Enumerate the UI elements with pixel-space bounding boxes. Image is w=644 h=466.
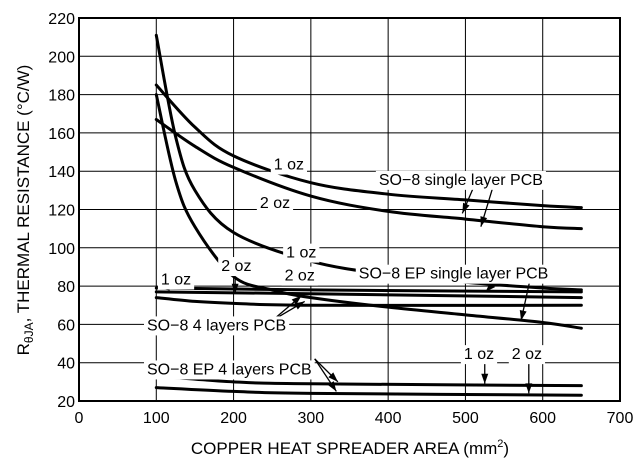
- y-tick-label: 140: [48, 164, 75, 181]
- series-line: [154, 286, 583, 294]
- pointer-arrow: [481, 362, 489, 384]
- curve-annotation: 2 oz: [221, 258, 251, 275]
- curve-annotation: SO−8 single layer PCB: [379, 172, 543, 189]
- pointer-arrow: [314, 358, 337, 392]
- curve-annotation: 2 oz: [512, 346, 542, 363]
- x-tick-labels: 0 100 200 300 400 500 600 700: [75, 410, 634, 427]
- y-tick-label: 100: [48, 241, 75, 258]
- y-tick-label: 20: [57, 394, 75, 411]
- y-tick-label: 120: [48, 203, 75, 220]
- curve-annotation: 1 oz: [286, 245, 316, 262]
- x-tick-label: 700: [607, 410, 634, 427]
- series-line: [154, 117, 583, 231]
- x-tick-label: 600: [529, 410, 556, 427]
- series-line: [154, 296, 583, 307]
- series-line: [154, 374, 583, 388]
- grid-lines: [78, 17, 621, 402]
- x-tick-label: 100: [143, 410, 170, 427]
- curve-annotation: SO−8 EP 4 layers PCB: [147, 361, 312, 378]
- series-line: [154, 386, 583, 397]
- curve-annotation: 2 oz: [260, 195, 290, 212]
- curve-annotation: 2 oz: [285, 268, 315, 285]
- x-tick-label: 400: [375, 410, 402, 427]
- y-tick-label: 80: [57, 279, 75, 296]
- pointer-arrow: [480, 188, 494, 227]
- x-tick-label: 300: [298, 410, 325, 427]
- x-tick-label: 0: [75, 410, 84, 427]
- y-tick-label: 60: [57, 317, 75, 334]
- plot-frame: [78, 17, 621, 402]
- series-line: [154, 290, 583, 300]
- y-tick-label: 220: [48, 11, 75, 28]
- curve-annotation: SO−8 EP single layer PCB: [359, 266, 549, 283]
- pointer-arrow: [231, 278, 239, 294]
- y-axis-title: RθJA, THERMAL RESISTANCE (°C/W): [14, 65, 36, 356]
- pointer-arrow: [314, 358, 339, 383]
- curves: [154, 33, 583, 397]
- y-tick-label: 40: [57, 356, 75, 373]
- y-tick-label: 200: [48, 49, 75, 66]
- curve-annotations: 1 oz 2 oz SO−8 single layer PCB 1 oz 2 oz SO−…: [144, 155, 552, 380]
- x-tick-label: 500: [452, 410, 479, 427]
- x-axis-title: COPPER HEAT SPREADER AREA (mm2): [191, 438, 509, 458]
- pointer-arrow: [525, 362, 533, 394]
- curve-annotation: 1 oz: [464, 346, 494, 363]
- x-tick-label: 200: [220, 410, 247, 427]
- curve-annotation: SO−8 4 layers PCB: [147, 317, 286, 334]
- y-tick-label: 160: [48, 126, 75, 143]
- y-tick-labels: 20 40 60 80 100 120 140 160 180 200 220: [48, 11, 75, 411]
- curve-annotation: 1 oz: [161, 271, 191, 288]
- series-line: [154, 83, 583, 210]
- y-tick-label: 180: [48, 88, 75, 105]
- curve-annotation: 1 oz: [274, 157, 304, 174]
